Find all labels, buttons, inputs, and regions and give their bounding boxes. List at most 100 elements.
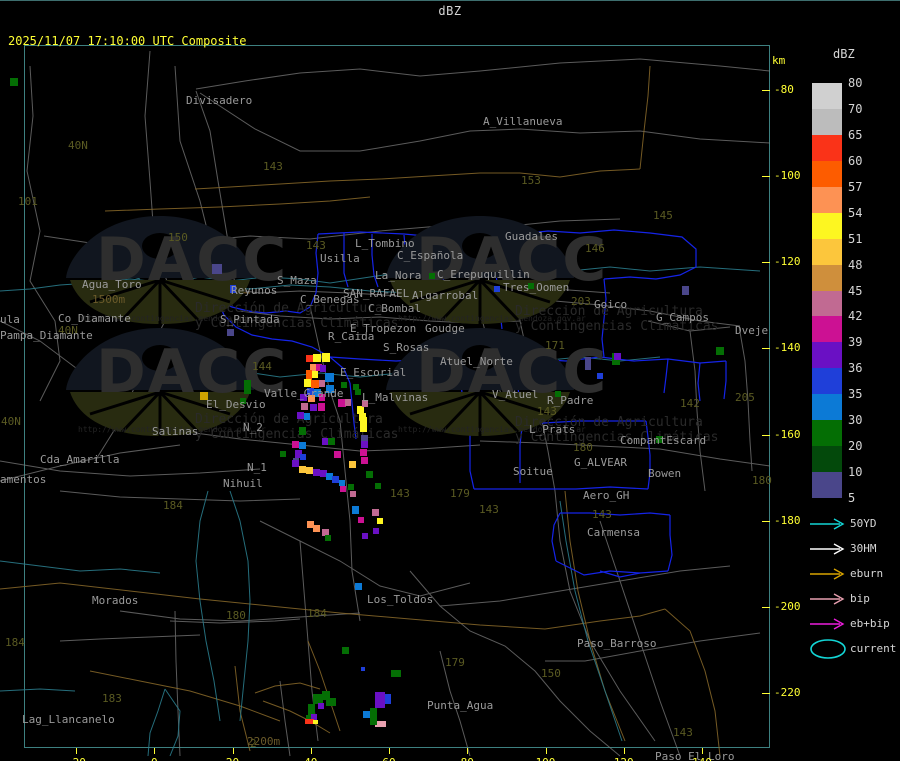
radar-echo-cell	[280, 451, 286, 457]
watermark-url-text: http://www.contingencias.mendoza.gov.ar	[78, 425, 266, 434]
x-axis-tick-label: 140	[692, 756, 712, 761]
road-number-label: 180	[226, 609, 246, 622]
road-number-label: 101	[18, 195, 38, 208]
x-axis-tick-mark	[467, 748, 469, 754]
x-axis-tick-mark	[76, 748, 77, 754]
road-number-label: 180	[573, 441, 593, 454]
road-number-label: 183	[102, 692, 122, 705]
place-name-label: N_2	[243, 421, 263, 434]
road-number-label: 184	[5, 636, 25, 649]
radar-echo-cell	[299, 466, 306, 473]
x-axis-tick-mark	[232, 748, 234, 754]
watermark-agency-text: Dirección de Agricultura	[515, 415, 703, 430]
radar-echo-cell	[322, 438, 329, 445]
legend-item-30hm[interactable]: 30HM	[808, 538, 900, 563]
colorbar-tick-label: 20	[848, 439, 863, 454]
place-name-label: SAN_RAFAEL	[343, 287, 410, 300]
watermark-url-text: http://www.contingencias.mendoza.gov.ar	[398, 314, 586, 323]
radar-plot-panel: 2025/11/07 17:10:00 UTC Composite DACC DA…	[0, 21, 800, 761]
place-name-label: Carmensa	[587, 526, 640, 539]
place-name-label: L_Malvinas	[362, 391, 429, 404]
watermark-logo-shape	[66, 328, 254, 436]
colorbar-segment	[812, 212, 842, 239]
road-number-label: 143	[263, 160, 283, 173]
legend-item-eburn[interactable]: eburn	[808, 563, 900, 588]
radar-echo-cell	[322, 529, 329, 536]
watermark-url-text: http://www.contingencias.mendoza.gov.ar	[398, 425, 586, 434]
radar-echo-cell	[322, 691, 330, 700]
window-title-bar: dBZ	[0, 0, 900, 22]
place-name-label: Bowen	[648, 467, 682, 480]
radar-echo-cell	[301, 403, 308, 410]
place-name-label: Co_Diamante	[58, 312, 131, 325]
radar-echo-cell	[299, 442, 306, 449]
colorbar-tick-label: 70	[848, 101, 863, 116]
radar-echo-cell	[227, 329, 234, 336]
road-number-label: 171	[545, 339, 565, 352]
legend-item-label: current	[850, 642, 897, 655]
place-name-label: La_Nora	[375, 269, 422, 282]
y-axis-tick-mark	[762, 176, 770, 178]
place-name-label: S_Pintada	[220, 313, 280, 326]
legend-item-label: eb+bip	[850, 617, 890, 630]
radar-echo-cell	[357, 406, 364, 414]
y-axis-tick-mark	[762, 693, 770, 694]
place-name-label: Aero_GH	[583, 489, 630, 502]
radar-echo-cell	[361, 435, 368, 442]
legend-item-eb-bip[interactable]: eb+bip	[808, 613, 900, 638]
legend-item-current[interactable]: current	[808, 638, 900, 663]
place-name-label: ula	[0, 313, 20, 326]
x-axis-tick-label: 60	[382, 756, 395, 761]
road-number-label: 143	[306, 239, 326, 252]
y-axis-tick-mark	[762, 348, 770, 350]
place-name-label: R_Padre	[547, 394, 594, 407]
y-axis-tick-mark	[762, 90, 770, 91]
road-number-label: 144	[252, 360, 272, 373]
elevation-contour-label: 1500m	[92, 293, 126, 306]
radar-echo-cell	[528, 283, 534, 289]
watermark-agency-text: Dirección de Agricultura	[515, 304, 703, 319]
radar-echo-cell	[244, 380, 251, 394]
place-name-label: Algarrobal	[412, 289, 479, 302]
place-name-label: Lag_Llancanelo	[22, 713, 115, 726]
radar-echo-cell	[313, 469, 320, 476]
radar-echo-cell	[361, 441, 368, 448]
radar-echo-cell	[349, 461, 356, 468]
radar-echo-cell	[297, 412, 304, 419]
radar-echo-cell	[313, 720, 318, 724]
place-name-label: Goico	[594, 298, 628, 311]
50yd-arrow-icon	[810, 518, 845, 530]
radar-echo-cell	[313, 525, 320, 532]
radar-echo-cell	[311, 380, 319, 388]
plot-frame	[24, 45, 770, 748]
place-name-label: Cda_Amarilla	[40, 453, 120, 466]
y-axis-unit-label: km	[772, 54, 786, 67]
watermark-logo-text: DACC	[416, 225, 609, 295]
radar-echo-cell	[10, 78, 18, 86]
colorbar-tick-label: 51	[848, 231, 863, 246]
radar-echo-cell	[325, 373, 334, 382]
y-axis-tick-label: -100	[774, 169, 800, 183]
place-name-label: Usilla	[320, 252, 360, 265]
legend-item-50yd[interactable]: 50YD	[808, 513, 900, 538]
radar-echo-cell	[308, 395, 315, 402]
colorbar-tick-label: 48	[848, 257, 863, 272]
watermark-logo-text: DACC	[96, 337, 289, 407]
place-name-label: A_Villanueva	[483, 115, 563, 128]
radar-echo-cell	[585, 357, 591, 370]
colorbar-segment	[812, 108, 842, 135]
radar-echo-cell	[308, 704, 315, 716]
place-name-label: L_Prats	[529, 423, 576, 436]
x-axis-tick-mark	[702, 748, 703, 754]
colorbar-segment	[812, 134, 842, 161]
radar-echo-cell	[292, 460, 299, 467]
legend-item-bip[interactable]: bip	[808, 588, 900, 613]
radar-echo-cell	[352, 506, 359, 514]
radar-echo-cell	[306, 467, 313, 474]
map-vector-layer	[0, 50, 771, 757]
radar-echo-cell	[320, 470, 327, 477]
road-number-label: 184	[307, 607, 327, 620]
x-axis-tick-label: 100	[536, 756, 556, 761]
radar-echo-cell	[319, 394, 325, 401]
colorbar-tick-label: 5	[848, 491, 856, 505]
